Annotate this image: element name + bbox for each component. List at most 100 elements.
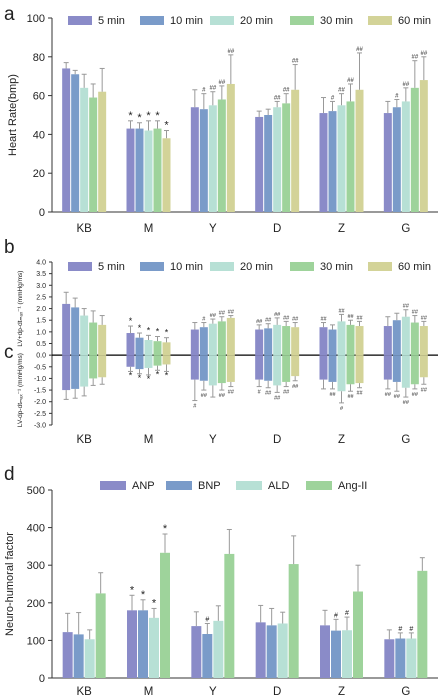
significance-mark: *: [146, 110, 151, 122]
bar: [71, 74, 80, 212]
bar-positive: [153, 341, 162, 356]
bar: [337, 105, 346, 212]
significance-mark: #: [409, 626, 413, 633]
bar-negative: [162, 355, 171, 365]
bar-positive: [319, 327, 328, 356]
bar-negative: [199, 355, 208, 381]
panel-label-b: b: [4, 237, 15, 258]
bar: [255, 116, 264, 212]
legend-label: 30 min: [320, 261, 353, 273]
bar-positive: [282, 326, 291, 356]
x-tick-label: Y: [209, 686, 217, 698]
bar-negative: [62, 355, 71, 391]
legend-label: 5 min: [98, 15, 125, 27]
bar: [138, 610, 148, 678]
x-tick-label: KB: [76, 686, 92, 698]
significance-mark: *: [138, 323, 142, 333]
dp-dt-chart: 4.0 3.5 3.0 2.5 2.0 1.5 1.0 0.5 0.0 -0.5 -1.0 -1.5 -…: [17, 260, 438, 446]
significance-mark: ##: [402, 82, 409, 88]
significance-mark: #: [398, 626, 402, 633]
bar-negative: [319, 355, 328, 380]
neuro-humoral-chart: 0 100 200 300 400 500 Neuro-humoral factor KB M Y…: [4, 480, 438, 698]
y-tick-label: -0.5: [34, 364, 46, 371]
bar-negative: [410, 355, 419, 385]
bar: [401, 101, 410, 212]
x-tick-label: D: [273, 223, 281, 235]
y-tick-label: 300: [27, 560, 45, 572]
x-tick-label: M: [144, 223, 154, 235]
significance-mark: #: [258, 390, 262, 396]
bar-positive: [98, 324, 107, 356]
bar: [84, 639, 95, 678]
x-tick-label: Z: [338, 686, 345, 698]
bar-positive: [255, 329, 264, 356]
significance-mark: ##: [385, 392, 392, 398]
significance-mark: ##: [347, 314, 354, 320]
bar: [277, 623, 288, 678]
legend-label: 60 min: [398, 261, 431, 273]
bar: [319, 113, 328, 212]
bar: [384, 639, 395, 678]
bar-positive: [162, 342, 171, 356]
bar: [417, 570, 428, 678]
y-tick-label: 200: [27, 598, 45, 610]
bar: [273, 107, 282, 212]
bar-positive: [273, 324, 282, 356]
bar-positive: [89, 322, 98, 356]
significance-mark: *: [129, 316, 133, 326]
legend-swatch: [368, 262, 392, 271]
significance-mark: ##: [421, 315, 428, 321]
bar-negative: [401, 355, 410, 388]
y-tick-label: 1.5: [36, 318, 46, 325]
bar: [127, 610, 137, 678]
significance-mark: #: [334, 612, 338, 619]
y-tick-label: 2.5: [36, 294, 46, 301]
y-tick-label: 400: [27, 523, 45, 535]
x-tick-label: Z: [338, 223, 345, 235]
significance-mark: *: [165, 370, 169, 380]
significance-mark: *: [165, 328, 169, 338]
y-tick-label: 3.0: [36, 283, 46, 290]
bar-negative: [226, 355, 235, 382]
x-tick-label: G: [401, 223, 410, 235]
significance-mark: *: [147, 325, 151, 335]
significance-mark: ##: [256, 319, 263, 325]
legend-swatch: [166, 481, 192, 490]
bar: [202, 634, 213, 678]
bar-negative: [328, 355, 337, 382]
bar-negative: [264, 355, 273, 381]
y-axis-title: Heart Rate(bmp): [7, 74, 19, 156]
bar-negative: [190, 355, 199, 380]
bar-negative: [71, 355, 80, 389]
bar: [162, 138, 171, 212]
legend-swatch: [210, 16, 234, 25]
significance-mark: #: [331, 95, 335, 101]
bar: [190, 107, 199, 212]
y-tick-label: 3.5: [36, 271, 46, 278]
bar: [208, 105, 217, 212]
bar-positive: [401, 316, 410, 356]
bar-negative: [383, 355, 392, 380]
x-tick-label: D: [273, 434, 281, 446]
y-tick-label: -3.0: [34, 423, 46, 430]
bar-negative: [144, 355, 153, 368]
legend-swatch: [306, 481, 332, 490]
bar-positive: [208, 323, 217, 356]
significance-mark: ##: [265, 318, 272, 324]
bar: [153, 128, 162, 212]
significance-mark: ##: [411, 55, 418, 61]
legend-swatch: [140, 16, 164, 25]
y-tick-label: 500: [27, 485, 45, 497]
significance-mark: ##: [265, 391, 272, 397]
significance-mark: ##: [412, 392, 419, 398]
bar: [80, 87, 89, 212]
significance-mark: #: [345, 610, 349, 617]
significance-mark: ##: [403, 400, 410, 406]
bar-negative: [135, 355, 144, 370]
y-tick-label: 0: [39, 673, 45, 685]
significance-mark: ##: [329, 392, 336, 398]
bar-positive: [80, 315, 89, 356]
x-tick-label: D: [273, 686, 281, 698]
significance-mark: ##: [274, 395, 281, 401]
